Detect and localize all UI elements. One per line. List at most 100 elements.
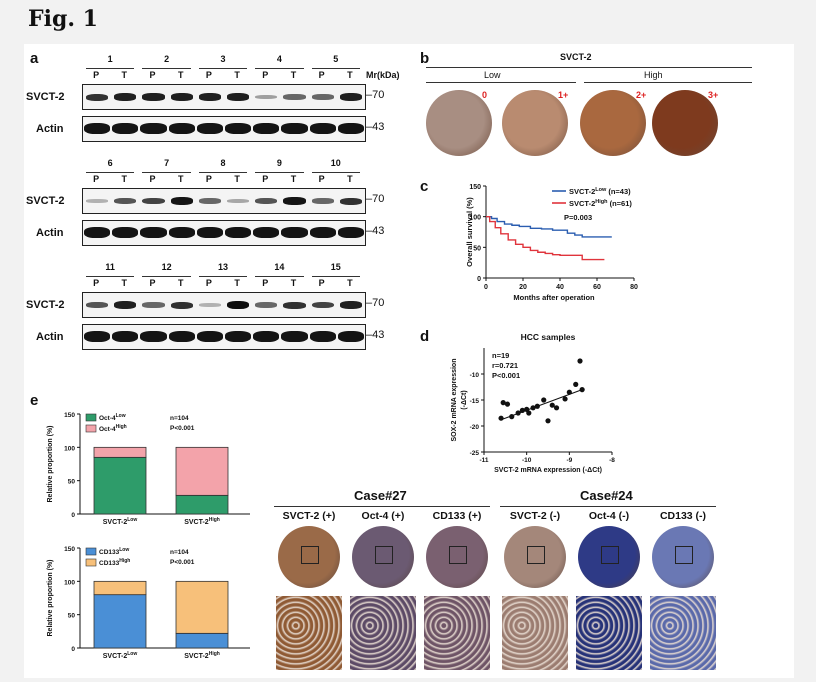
lane-label: T [234, 70, 240, 80]
panel-b-group-low: Low [484, 70, 501, 80]
stain-label: CD133 (-) [659, 510, 707, 522]
stain-label: SVCT-2 (-) [509, 510, 561, 522]
panel-b-low-line [426, 82, 576, 83]
svct2-band [255, 302, 278, 308]
zoom-image [276, 596, 342, 670]
y-tick-label: 0 [71, 512, 75, 519]
category-sup: Low [127, 517, 137, 523]
tma-score: 1+ [558, 90, 569, 100]
svct2-band [311, 198, 334, 204]
zoom-square [449, 546, 467, 564]
zoom-image [650, 596, 716, 670]
actin-band [225, 331, 252, 342]
panel-d-letter: d [420, 328, 430, 345]
ihc-core [652, 526, 714, 588]
scatter-point [509, 414, 515, 420]
x-tick-label: 60 [593, 284, 601, 291]
actin-blot [82, 324, 366, 350]
tma-core [426, 90, 492, 156]
marker-43: –43 [366, 121, 385, 133]
lane-label: P [318, 70, 325, 80]
case-number: 1 [107, 54, 113, 64]
stacked-bar-segment [93, 580, 147, 596]
svct2-band [198, 198, 221, 204]
stain-label: Oct-4 (-) [588, 510, 630, 522]
scatter-point [500, 400, 506, 406]
legend-entry: SVCT-2Low (n=43) [569, 187, 631, 196]
row-label-actin: Actin [36, 331, 64, 343]
lane-label: T [121, 70, 128, 80]
svct2-band [255, 95, 278, 99]
lane-label: T [290, 278, 297, 288]
tma-score: 0 [482, 90, 488, 100]
panel-b-group-high: High [644, 70, 663, 80]
scatter-point [545, 418, 551, 424]
scatter-point [541, 397, 547, 403]
legend-n: (n=43) [606, 187, 631, 196]
lane-label: T [347, 278, 353, 288]
lane-label: P [93, 70, 100, 80]
actin-band [337, 331, 364, 342]
y-axis-label: Relative proportion (%) [47, 559, 54, 636]
svct2-band [170, 197, 193, 205]
lane-label: T [290, 174, 297, 184]
lane-label: T [347, 70, 353, 80]
scatter-point [579, 387, 585, 393]
marker-70: –70 [366, 297, 385, 309]
case-underline [86, 172, 135, 173]
scatter-point [534, 403, 540, 409]
case-title-line [274, 506, 490, 507]
case-number: 3 [220, 54, 226, 64]
stat-label: P<0.001 [492, 371, 520, 380]
stacked-bar-segment [93, 456, 147, 515]
case-number: 11 [105, 262, 115, 272]
scatter-point [504, 401, 511, 407]
zoom-image [502, 596, 568, 670]
case-number: 14 [274, 262, 285, 272]
actin-band [140, 123, 167, 134]
case-number: 5 [333, 54, 339, 64]
x-tick-label: -9 [566, 457, 572, 464]
lane-label: T [177, 174, 184, 184]
actin-band [84, 227, 111, 238]
ihc-core [352, 526, 414, 588]
scatter-point [530, 405, 536, 411]
ihc-core [426, 526, 488, 588]
actin-band [84, 123, 111, 134]
tma-score: 3+ [708, 90, 719, 100]
case-number: 2 [164, 54, 170, 64]
row-label-svct2: SVCT-2 [26, 91, 65, 103]
x-category-label: SVCT-2Low [103, 651, 138, 660]
actin-band [337, 123, 364, 134]
row-label-svct2: SVCT-2 [26, 299, 65, 311]
actin-band [309, 123, 336, 134]
actin-band [281, 123, 308, 134]
chart-title: HCC samples [521, 332, 576, 342]
case-underline [255, 276, 304, 277]
svct2-band [142, 93, 165, 101]
panel-c-letter: c [420, 178, 429, 195]
x-tick-label: 40 [556, 284, 564, 291]
legend-sup: Low [119, 547, 129, 553]
lane-label: P [93, 278, 100, 288]
case-title-line [500, 506, 716, 507]
legend-n: (n=61) [608, 199, 633, 208]
y-tick-label: 100 [469, 215, 481, 222]
lane-label: P [205, 278, 212, 288]
stat-label: r=0.721 [492, 361, 518, 370]
svct2-band [198, 93, 221, 101]
actin-band [309, 331, 336, 342]
case-underline [311, 172, 360, 173]
x-axis-label: Months after operation [513, 293, 595, 302]
category-sup: High [209, 517, 220, 523]
x-category-label: SVCT-2Low [103, 517, 138, 526]
legend-name: SVCT-2 [569, 187, 595, 196]
y-tick-label: 150 [469, 184, 481, 191]
legend-sup: High [595, 199, 608, 205]
case-underline [86, 276, 135, 277]
y-tick-label: 100 [64, 445, 75, 452]
stat-label: P<0.001 [170, 559, 195, 566]
zoom-square [527, 546, 545, 564]
